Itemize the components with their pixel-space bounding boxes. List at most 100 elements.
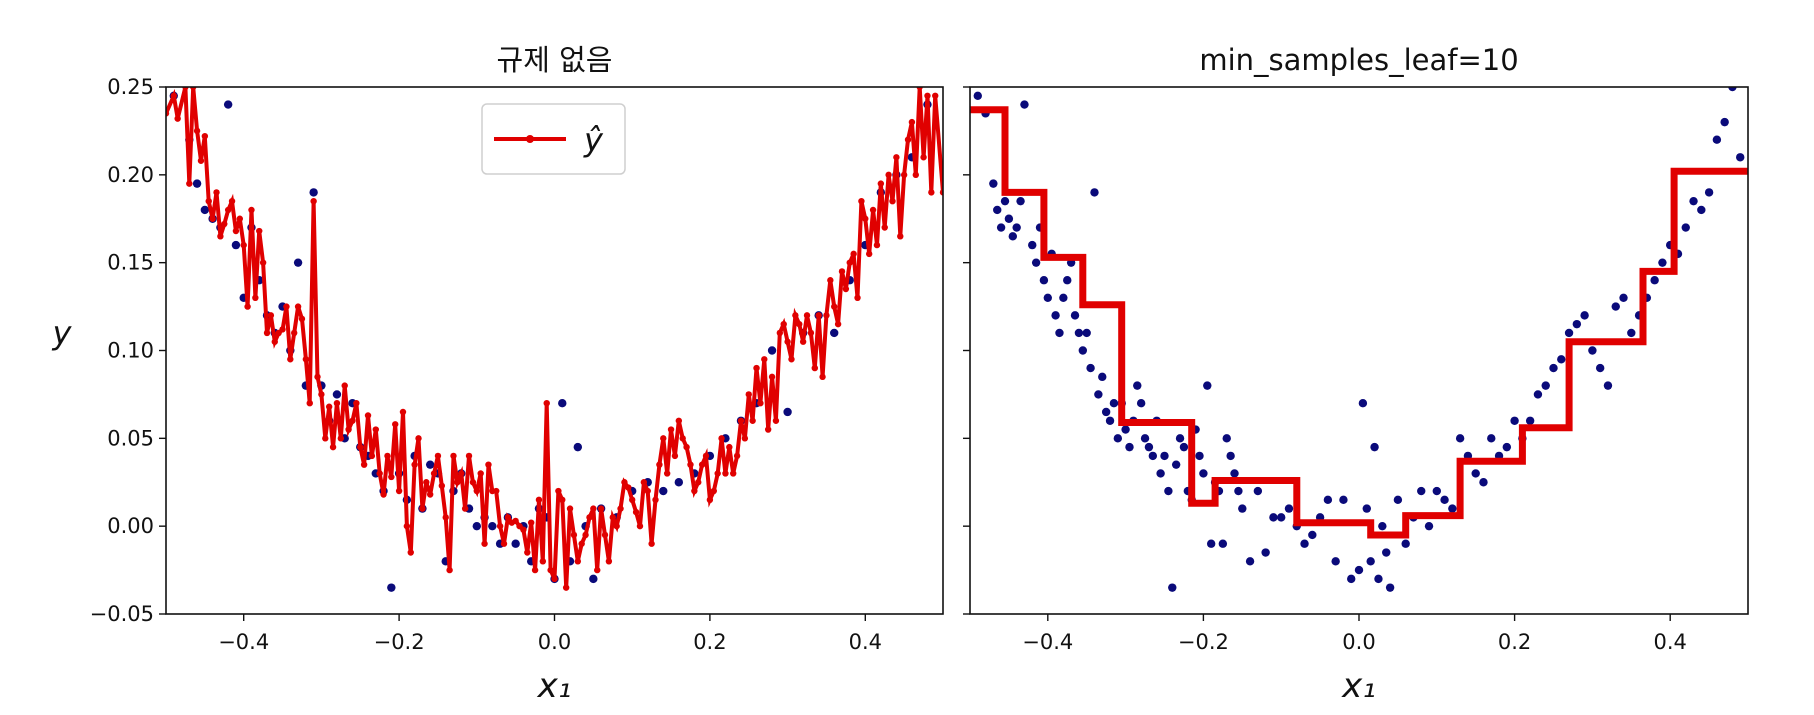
prediction-marker xyxy=(663,470,671,477)
data-point xyxy=(387,583,396,592)
legend-marker xyxy=(526,135,534,143)
prediction-marker xyxy=(294,303,302,310)
prediction-marker xyxy=(722,470,729,477)
data-point xyxy=(1479,478,1488,487)
data-point xyxy=(1156,469,1165,478)
prediction-marker xyxy=(364,412,372,419)
prediction-marker xyxy=(240,241,247,249)
prediction-marker xyxy=(325,403,333,410)
data-point xyxy=(1222,434,1231,443)
data-point xyxy=(1681,223,1690,232)
data-point xyxy=(231,240,241,250)
data-point xyxy=(1374,574,1383,584)
prediction-marker xyxy=(395,487,403,495)
prediction-marker xyxy=(811,364,818,372)
prediction-marker xyxy=(426,491,434,498)
prediction-marker xyxy=(652,496,659,504)
panel-right: min_samples_leaf=10 −0.4 −0.2 0.0 0.2 0.4 x₁ xyxy=(963,43,1749,706)
data-point xyxy=(1354,565,1364,575)
prediction-line xyxy=(970,106,1748,539)
data-point xyxy=(1533,390,1543,399)
prediction-marker xyxy=(291,329,298,337)
x-tick-label: −0.4 xyxy=(218,630,269,654)
prediction-marker xyxy=(314,373,321,381)
y-tick-label: 0.00 xyxy=(107,514,154,538)
prediction-marker xyxy=(885,171,892,179)
prediction-marker xyxy=(854,294,861,301)
data-point xyxy=(1059,293,1068,302)
prediction-marker xyxy=(671,452,679,460)
scatter-series xyxy=(973,87,1745,592)
data-point xyxy=(1385,583,1395,592)
prediction-marker xyxy=(928,189,935,196)
prediction-marker xyxy=(846,259,853,266)
data-point xyxy=(1284,504,1294,513)
prediction-marker xyxy=(481,540,488,547)
data-point xyxy=(1109,399,1119,408)
data-point xyxy=(200,205,210,215)
prediction-marker xyxy=(827,277,834,284)
prediction-marker xyxy=(819,373,826,381)
prediction-marker xyxy=(403,522,411,530)
prediction-marker xyxy=(543,400,550,407)
prediction-marker xyxy=(625,484,632,491)
prediction-marker xyxy=(656,461,663,468)
prediction-marker xyxy=(372,426,379,433)
prediction-marker xyxy=(524,549,531,556)
prediction-marker xyxy=(531,566,539,574)
data-point xyxy=(1720,117,1729,127)
data-point xyxy=(1082,328,1091,338)
data-point xyxy=(511,539,520,548)
prediction-marker xyxy=(858,197,865,205)
y-tick-label: 0.20 xyxy=(107,163,154,187)
legend: ŷ xyxy=(481,103,626,175)
data-point xyxy=(1417,486,1426,496)
data-point xyxy=(1179,442,1189,452)
prediction-marker xyxy=(520,526,527,533)
prediction-marker xyxy=(310,197,317,205)
prediction-marker xyxy=(248,206,255,214)
x-tick-label: −0.2 xyxy=(374,630,425,654)
data-point xyxy=(1238,504,1247,513)
data-point xyxy=(1012,223,1021,232)
prediction-marker xyxy=(730,470,737,477)
prediction-marker xyxy=(799,338,807,345)
prediction-marker xyxy=(764,426,772,433)
prediction-marker xyxy=(559,496,566,504)
data-point xyxy=(1086,363,1095,373)
data-point xyxy=(425,460,435,469)
prediction-marker xyxy=(807,329,815,337)
prediction-marker xyxy=(780,320,787,328)
prediction-marker xyxy=(737,417,745,424)
x-axis-label: x₁ xyxy=(537,666,572,706)
legend-label: ŷ xyxy=(583,121,604,159)
prediction-marker xyxy=(213,189,220,196)
prediction-marker xyxy=(535,496,543,504)
prediction-marker xyxy=(706,496,714,504)
data-point xyxy=(472,521,481,531)
data-point xyxy=(1199,469,1208,478)
x-axis-label: x₁ xyxy=(1341,666,1376,706)
prediction-marker xyxy=(376,470,383,477)
data-point xyxy=(989,179,998,188)
plot-area xyxy=(166,87,943,592)
prediction-marker xyxy=(380,491,387,498)
prediction-marker xyxy=(702,452,710,460)
prediction-marker xyxy=(597,505,605,512)
data-point xyxy=(1094,390,1103,399)
prediction-marker xyxy=(582,531,589,539)
data-point xyxy=(1525,416,1535,425)
data-point xyxy=(223,100,233,109)
y-tick-label: 0.10 xyxy=(107,339,154,363)
prediction-marker xyxy=(333,400,341,407)
data-point xyxy=(1133,381,1142,390)
prediction-marker xyxy=(838,268,846,275)
y-tick-label: −0.05 xyxy=(90,602,154,626)
x-tick-label: 0.2 xyxy=(1498,630,1531,654)
prediction-marker xyxy=(617,505,624,512)
prediction-marker xyxy=(691,487,698,495)
data-point xyxy=(1004,214,1014,223)
data-point xyxy=(1277,513,1286,522)
data-point xyxy=(1253,486,1263,496)
data-point xyxy=(1401,539,1410,548)
